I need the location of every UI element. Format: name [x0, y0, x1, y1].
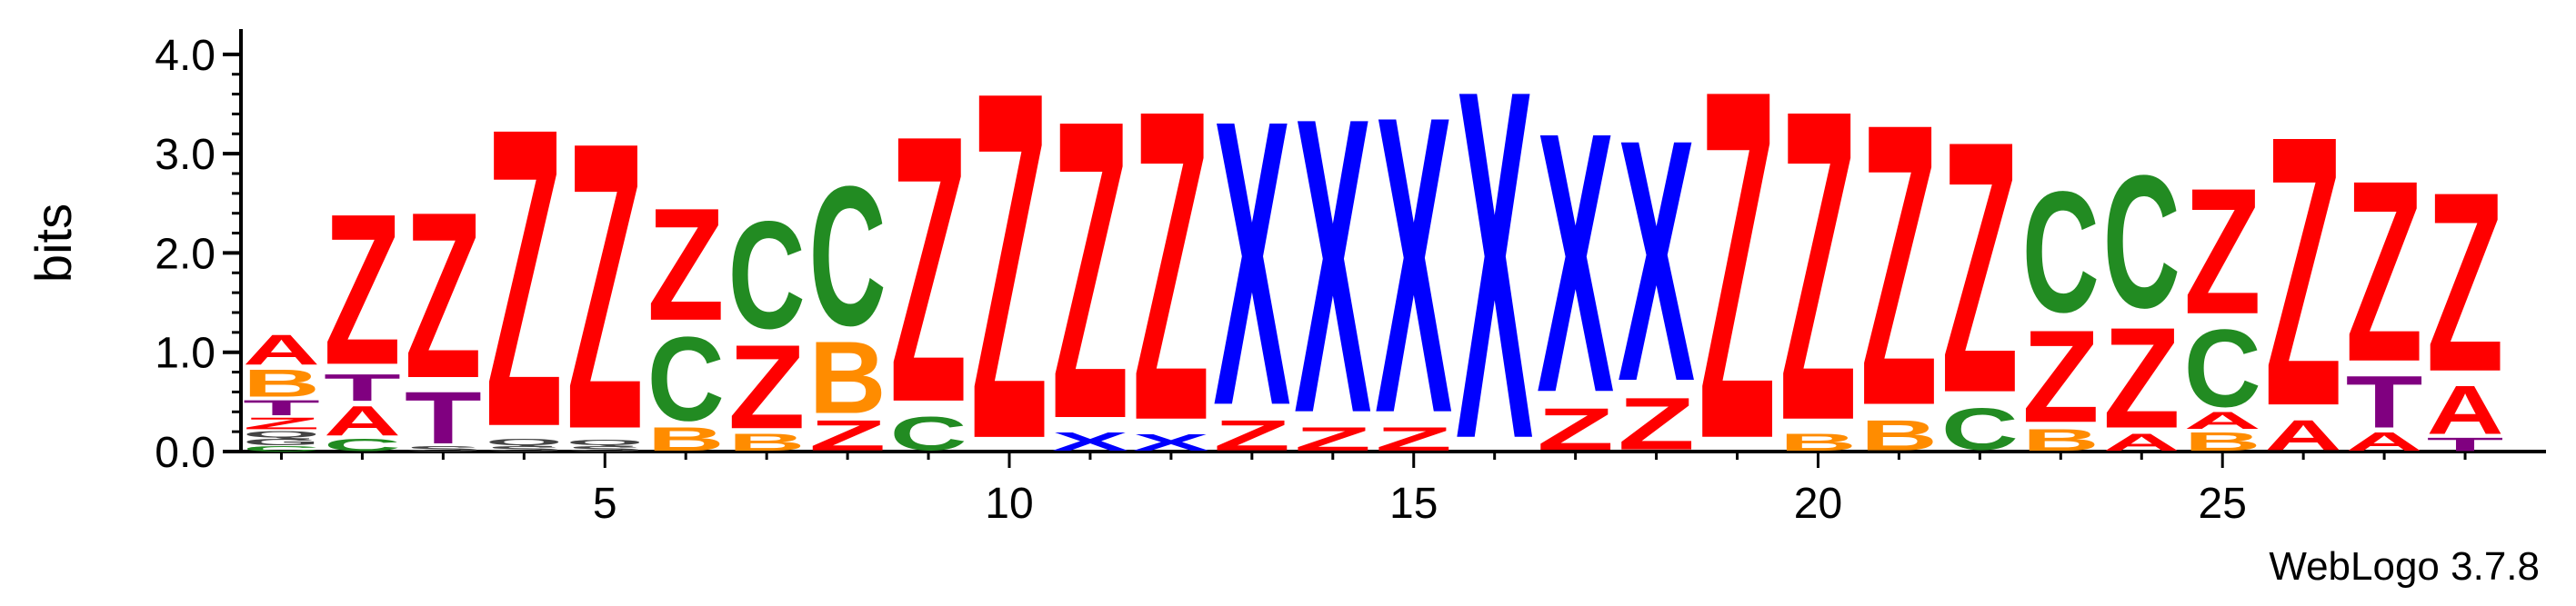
logo-letter-z: Z — [647, 174, 725, 354]
logo-letter-a: A — [243, 326, 320, 374]
logo-letter-s: S — [566, 445, 644, 453]
logo-letter-t: T — [405, 377, 482, 460]
y-tick-label: 2.0 — [155, 230, 216, 278]
logo-letter-b: B — [809, 320, 887, 435]
logo-letter-z: Z — [1051, 33, 1128, 508]
logo-letter-z: Z — [1213, 412, 1290, 460]
logo-letter-z: Z — [971, 0, 1048, 542]
logo-letter-z: Z — [1699, 0, 1776, 542]
logo-letter-z: Z — [405, 164, 482, 428]
logo-letter-t: T — [324, 366, 401, 409]
logo-letter-s: S — [405, 445, 482, 453]
x-tick-label: 25 — [2199, 480, 2247, 528]
logo-letter-a: A — [2427, 372, 2504, 450]
logo-letter-z: Z — [1294, 421, 1371, 458]
x-axis: 5 10 15 20 25 — [241, 450, 2546, 528]
x-tick-label: 10 — [985, 480, 1033, 528]
y-axis-title: bits — [25, 204, 82, 283]
logo-letter-z: Z — [2427, 140, 2504, 426]
x-tick-label: 15 — [1389, 480, 1438, 528]
logo-letter-z: Z — [1941, 66, 2019, 468]
x-tick-label: 5 — [593, 480, 617, 528]
logo-letter-z: Z — [566, 56, 644, 514]
logo-letter-x: X — [1051, 427, 1128, 457]
logo-letter-c: C — [890, 407, 967, 461]
y-tick-label: 3.0 — [155, 131, 216, 179]
logo-letter-x: X — [1294, 31, 1372, 502]
logo-letter-x: X — [1132, 430, 1209, 456]
y-tick-label: 4.0 — [155, 32, 216, 80]
logo-letter-x: X — [1618, 69, 1696, 454]
logo-letter-b: B — [243, 363, 320, 405]
logo-letter-q: Q — [486, 437, 563, 448]
logo-letter-c: C — [2184, 308, 2261, 431]
logo-letter-z: Z — [2103, 297, 2180, 458]
logo-letter-z: Z — [2184, 152, 2261, 353]
logo-letter-z: Z — [1537, 396, 1614, 463]
logo-letter-x: X — [1456, 0, 1534, 543]
logo-letter-c: C — [2103, 135, 2180, 347]
logo-letter-b: B — [1860, 412, 1938, 460]
logo-letter-z: Z — [1860, 40, 1938, 490]
logo-letter-b: B — [1779, 430, 1857, 456]
logo-letter-z: Z — [728, 320, 806, 454]
logo-letter-z: Z — [2265, 55, 2342, 486]
logo-letter-t: T — [2427, 433, 2504, 455]
logo-letter-b: B — [647, 421, 725, 458]
logo-letter-b: B — [728, 430, 806, 456]
logo-letter-z: Z — [1779, 18, 1857, 513]
logo-letter-c: C — [243, 445, 320, 453]
logo-letter-s: S — [486, 445, 563, 453]
logo-letter-c: C — [2022, 156, 2100, 349]
logo-letter-q: Q — [243, 429, 320, 440]
logo-letter-g: G — [243, 437, 320, 448]
logo-letter-c: C — [1941, 396, 2019, 462]
logo-letter-b: B — [2022, 423, 2100, 458]
x-tick-label: 20 — [1794, 480, 1842, 528]
logo-letter-z: Z — [243, 414, 320, 433]
logo-letter-z: Z — [324, 170, 401, 411]
logo-letter-x: X — [1213, 35, 1291, 491]
logo-letter-b: B — [2184, 427, 2261, 457]
y-tick-label: 1.0 — [155, 330, 216, 378]
logo-letter-a: A — [2103, 430, 2180, 456]
weblogo-credit: WebLogo 3.7.8 — [2269, 544, 2540, 589]
logo-letter-t: T — [243, 396, 320, 420]
logo-letter-z: Z — [1375, 421, 1452, 458]
logo-letter-z: Z — [2022, 303, 2100, 451]
logo-letter-x: X — [1375, 27, 1453, 502]
logo-letter-a: A — [2184, 408, 2261, 434]
logo-letter-c: C — [728, 189, 806, 361]
logo-letter-a: A — [2346, 427, 2423, 457]
logo-letter-z: Z — [2346, 127, 2423, 416]
y-axis: 0.0 1.0 2.0 3.0 4.0 — [155, 29, 243, 477]
logo-letter-c: C — [809, 145, 887, 367]
logo-letter-q: Q — [566, 439, 644, 447]
logo-letter-z: Z — [809, 412, 887, 460]
logo-letter-x: X — [1537, 56, 1615, 471]
logo-letter-t: T — [2346, 361, 2423, 443]
logo-letter-a: A — [324, 397, 401, 444]
y-tick-label: 0.0 — [155, 429, 216, 477]
logo-letter-c: C — [324, 435, 401, 455]
logo-letter-z: Z — [890, 56, 967, 482]
logo-letter-z: Z — [486, 41, 563, 516]
logo-letter-z: Z — [1618, 382, 1695, 465]
logo-letter-z: Z — [1132, 18, 1209, 513]
logo-letter-a: A — [2265, 412, 2342, 460]
logo-letter-c: C — [647, 313, 725, 446]
